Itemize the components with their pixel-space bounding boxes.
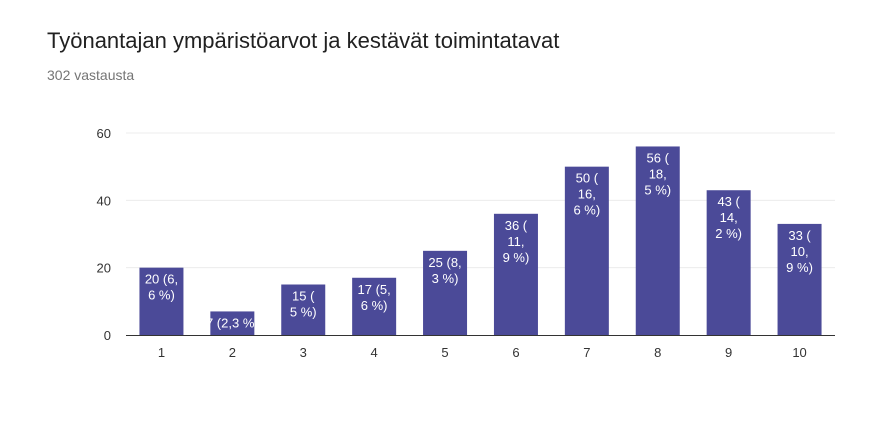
bar-data-label: 25 (8, <box>428 255 461 270</box>
bar-data-label: 16, <box>578 187 596 202</box>
bar-data-label: 18, <box>649 166 667 181</box>
bar-data-label: 17 (5, <box>358 282 391 297</box>
bar <box>139 267 184 335</box>
bar-data-label: 9 %) <box>503 250 530 265</box>
bar <box>493 213 538 335</box>
bar-data-label: 6 %) <box>148 288 175 303</box>
bars: 20 (6,6 %)7 (2,3 %)15 (5 %)17 (5,6 %)25 … <box>139 146 822 335</box>
bar-data-label: 3 %) <box>432 271 459 286</box>
bar <box>635 146 680 335</box>
bar <box>706 190 751 335</box>
chart-title: Työnantajan ympäristöarvot ja kestävät t… <box>47 28 560 53</box>
x-tick-label: 7 <box>583 345 590 360</box>
bar-data-label: 14, <box>720 210 738 225</box>
y-tick-label: 40 <box>97 193 111 208</box>
bar <box>423 250 468 335</box>
y-tick-label: 0 <box>104 328 111 343</box>
y-axis-ticks: 0 20 40 60 <box>97 126 111 343</box>
x-tick-label: 6 <box>512 345 519 360</box>
response-count: 302 vastausta <box>47 67 135 83</box>
bar-data-label: 43 ( <box>717 194 740 209</box>
bar <box>281 284 326 335</box>
x-tick-label: 1 <box>158 345 165 360</box>
x-tick-label: 5 <box>441 345 448 360</box>
x-tick-label: 2 <box>229 345 236 360</box>
bar <box>777 223 822 335</box>
bar-data-label: 9 %) <box>786 260 813 275</box>
bar-data-label: 10, <box>791 244 809 259</box>
bar <box>564 166 609 335</box>
y-tick-label: 20 <box>97 261 111 276</box>
x-tick-label: 10 <box>792 345 806 360</box>
bar-data-label: 5 %) <box>290 305 317 320</box>
bar <box>352 277 397 335</box>
bar <box>210 311 255 335</box>
x-tick-label: 4 <box>371 345 378 360</box>
bar-data-label: 15 ( <box>292 289 315 304</box>
x-tick-label: 9 <box>725 345 732 360</box>
x-tick-label: 8 <box>654 345 661 360</box>
bar-data-label: 36 ( <box>505 218 528 233</box>
x-axis-ticks: 1 2 3 4 5 6 7 8 9 10 <box>158 345 807 360</box>
bar-data-label: 6 %) <box>361 298 388 313</box>
y-tick-label: 60 <box>97 126 111 141</box>
bar-data-label: 6 %) <box>573 203 600 218</box>
bar-data-label: 33 ( <box>788 228 811 243</box>
x-tick-label: 3 <box>300 345 307 360</box>
bar-data-label: 7 (2,3 %) <box>206 315 259 330</box>
bar-data-label: 5 %) <box>644 182 671 197</box>
bar-data-label: 2 %) <box>715 226 742 241</box>
bar-data-label: 50 ( <box>576 171 599 186</box>
bar-data-label: 20 (6, <box>145 272 178 287</box>
bar-data-label: 56 ( <box>647 150 670 165</box>
bar-data-label: 11, <box>507 234 524 249</box>
